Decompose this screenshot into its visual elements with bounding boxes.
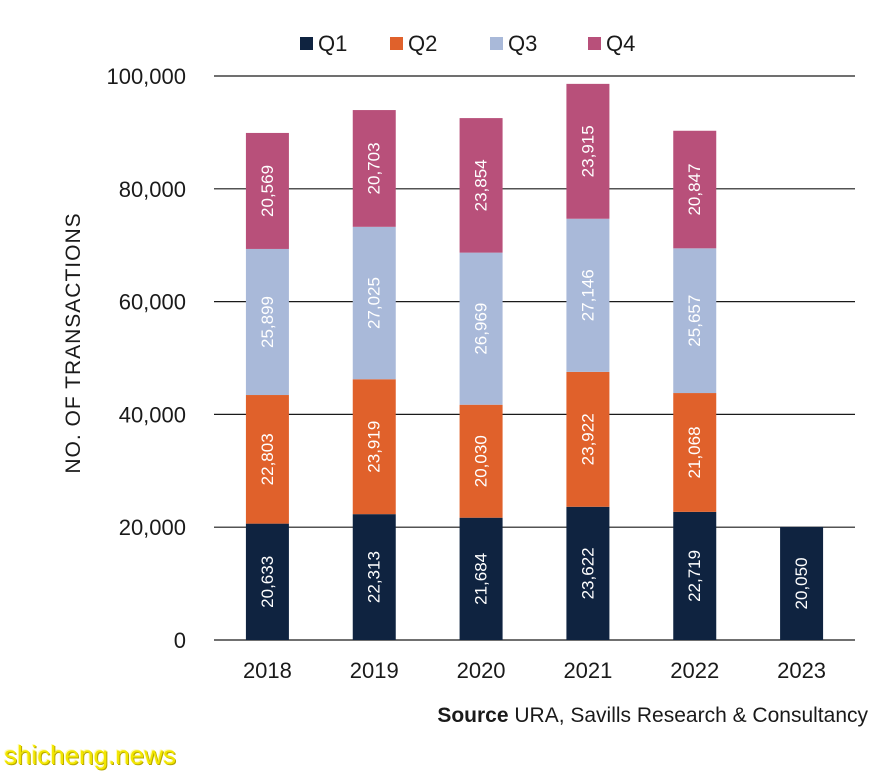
x-tick-label: 2020 [457,658,506,683]
bar-segment-q1-2019 [352,514,396,640]
bar-segment-q4-2021 [566,83,610,219]
data-label: 20,050 [792,557,811,609]
x-tick-label: 2023 [777,658,826,683]
legend-label-q4: Q4 [606,31,635,56]
bar-segment-q3-2019 [352,226,396,380]
bar-segment-q4-2022 [673,130,717,249]
legend-label-q3: Q3 [508,31,537,56]
y-tick-label: 40,000 [119,402,186,427]
bar-segment-q3-2018 [245,248,289,396]
data-label: 25,899 [258,296,277,348]
bar-segment-q1-2023 [780,526,824,640]
bar-segment-q3-2022 [673,248,717,394]
bar-segment-q1-2022 [673,511,717,640]
data-label: 20,569 [258,165,277,217]
bar-segment-q2-2018 [245,395,289,524]
source-label: Source [437,704,509,727]
data-label: 27,146 [578,269,597,321]
legend-swatch-q1 [300,37,313,50]
watermark: shicheng.news [4,740,176,770]
bar-segment-q4-2019 [352,110,396,227]
bar-segment-q2-2021 [566,371,610,507]
bar-segment-q4-2018 [245,132,289,249]
y-axis-ticks: 0 20,000 40,000 60,000 80,000 100,000 [106,64,186,653]
data-label: 23,622 [578,547,597,599]
bar-segment-q1-2021 [566,506,610,640]
data-label: 21,684 [472,553,491,605]
source-note: Source URA, Savills Research & Consultan… [437,704,868,728]
legend-label-q1: Q1 [318,31,347,56]
data-label: 26,969 [472,303,491,355]
gridlines [214,75,855,641]
bar-segment-q2-2019 [352,379,396,515]
data-label: 21,068 [685,426,704,478]
data-label: 22,313 [365,551,384,603]
x-tick-label: 2018 [243,658,292,683]
data-label: 23,854 [472,159,491,211]
bars: 20,633 22,803 25,899 20,569 22,313 23,919 27,0… [245,83,824,640]
legend: Q1 Q2 Q3 Q4 [300,31,635,56]
data-label: 20,030 [472,435,491,487]
data-label: 20,633 [258,556,277,608]
y-tick-label: 0 [174,628,186,653]
legend-swatch-q2 [390,37,403,50]
bar-segment-q4-2020 [459,118,503,253]
data-label: 23,919 [365,421,384,473]
data-label: 23,915 [578,125,597,177]
y-tick-label: 20,000 [119,515,186,540]
x-tick-label: 2019 [350,658,399,683]
data-label: 22,803 [258,433,277,485]
data-label: 27,025 [365,277,384,329]
bar-segment-q3-2020 [459,252,503,405]
data-label: 20,703 [365,142,384,194]
y-tick-label: 60,000 [119,290,186,315]
bar-segment-q2-2020 [459,404,503,518]
x-tick-label: 2021 [563,658,612,683]
data-label: 22,719 [685,550,704,602]
bar-segment-q2-2022 [673,393,717,512]
bar-segment-q1-2020 [459,517,503,640]
legend-swatch-q4 [588,37,601,50]
y-axis-title: NO. OF TRANSACTIONS [62,212,85,473]
x-axis-ticks: 2018 2019 2020 2021 2022 2023 [243,658,826,683]
legend-swatch-q3 [490,37,503,50]
y-tick-label: 80,000 [119,177,186,202]
data-label: 20,847 [685,164,704,216]
data-label: 23,922 [578,413,597,465]
bar-segment-q3-2021 [566,218,610,372]
legend-label-q2: Q2 [408,31,437,56]
bar-segment-q1-2018 [245,523,289,640]
y-tick-label: 100,000 [106,64,186,89]
data-label: 25,657 [685,295,704,347]
source-text: URA, Savills Research & Consultancy [514,704,868,727]
x-tick-label: 2022 [670,658,719,683]
